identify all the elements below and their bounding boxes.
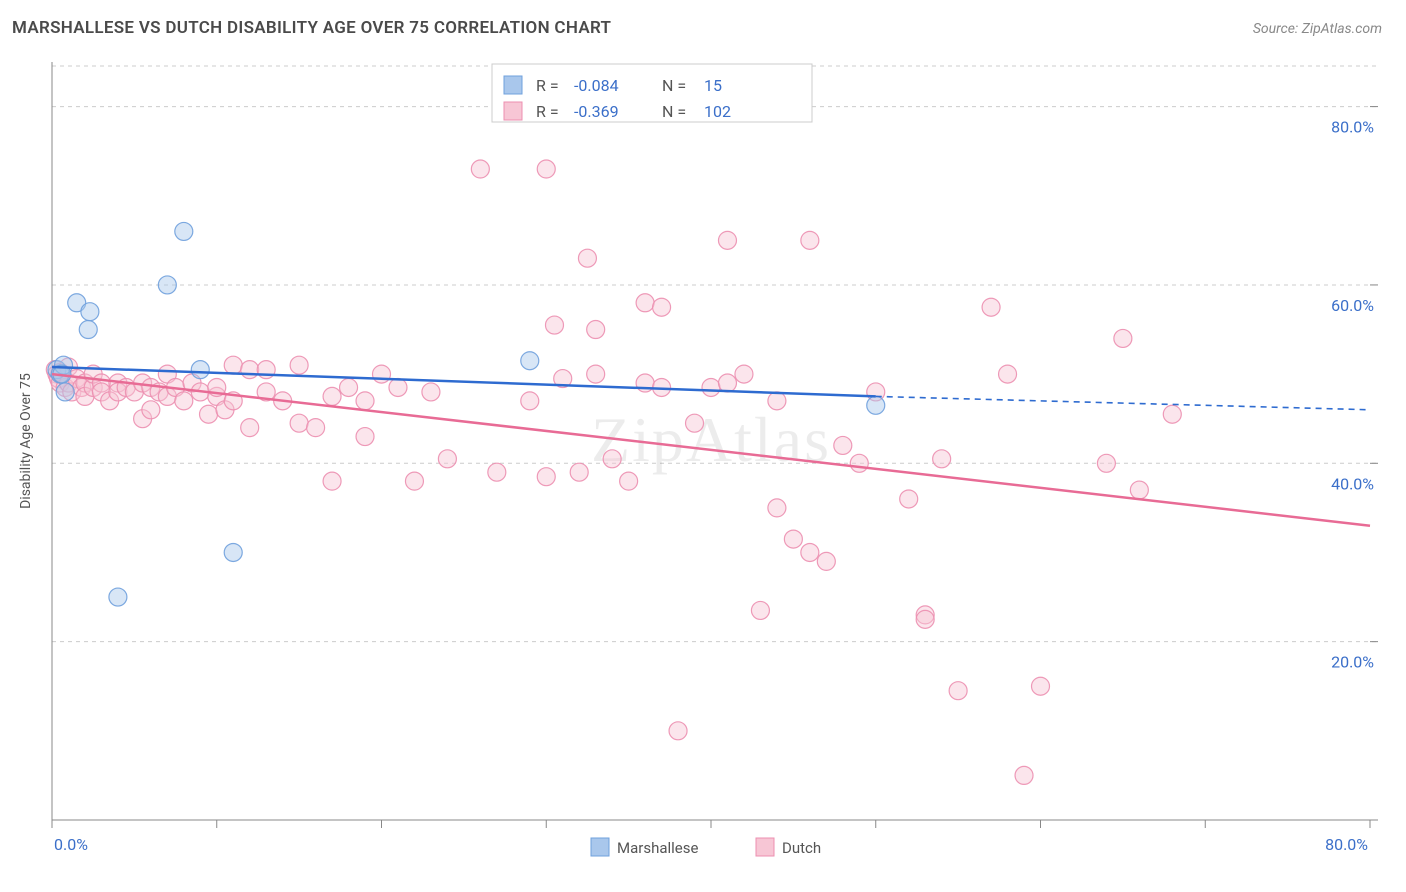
data-point [801,231,819,249]
data-point [323,387,341,405]
data-point [521,352,539,370]
data-point [735,365,753,383]
data-point [949,682,967,700]
data-point [653,298,671,316]
data-point [290,414,308,432]
y-axis-label: Disability Age Over 75 [18,373,34,509]
data-point [900,490,918,508]
data-point [488,463,506,481]
legend-label: Dutch [782,839,821,857]
data-point [200,405,218,423]
data-point [1097,454,1115,472]
legend-swatch [756,838,774,856]
data-point [356,428,374,446]
chart-container: 20.0% 40.0% 60.0% 80.0% 0.0% 80.0% Disability … [12,50,1394,880]
data-point [850,454,868,472]
data-point [224,356,242,374]
data-point [307,419,325,437]
data-point [587,365,605,383]
data-point [1114,329,1132,347]
stat-n-value: 15 [704,76,722,95]
y-tick-label: 60.0% [1331,296,1374,315]
data-point [636,294,654,312]
data-point [175,222,193,240]
data-point [867,396,885,414]
data-point [471,160,489,178]
data-point [982,298,1000,316]
data-point [81,303,99,321]
data-point [438,450,456,468]
stat-r-label: R = [536,102,559,121]
stat-r-label: R = [536,76,559,95]
data-point [158,276,176,294]
data-point [1015,766,1033,784]
y-tick-label: 40.0% [1331,474,1374,493]
regression-extrapolation [876,396,1370,409]
data-point [405,472,423,490]
data-point [702,378,720,396]
legend-swatch [504,102,522,120]
data-point [109,588,127,606]
y-tick-label: 80.0% [1331,118,1374,137]
data-point [340,378,358,396]
data-point [751,601,769,619]
data-point [933,450,951,468]
data-point [224,543,242,561]
data-point [175,392,193,410]
data-point [784,530,802,548]
data-point [142,401,160,419]
data-point [373,365,391,383]
x-tick-label: 0.0% [54,835,88,854]
data-point [999,365,1017,383]
data-point [389,378,407,396]
data-point [1130,481,1148,499]
data-point [241,361,259,379]
data-point [545,316,563,334]
data-point [916,610,934,628]
data-point [669,722,687,740]
data-point [1032,677,1050,695]
data-point [323,472,341,490]
data-point [686,414,704,432]
data-point [603,450,621,468]
data-point [768,392,786,410]
source-attribution: Source: ZipAtlas.com [1253,21,1382,37]
legend-swatch [591,838,609,856]
data-point [290,356,308,374]
stat-r-value: -0.369 [574,102,619,121]
data-point [768,499,786,517]
data-point [834,436,852,454]
x-tick-label: 80.0% [1325,835,1368,854]
data-point [56,383,74,401]
data-point [191,361,209,379]
data-point [570,463,588,481]
stat-n-value: 102 [704,102,731,121]
data-point [620,472,638,490]
data-point [521,392,539,410]
data-point [422,383,440,401]
data-point [718,374,736,392]
stat-r-value: -0.084 [574,76,619,95]
data-point [587,321,605,339]
stat-n-label: N = [662,102,686,121]
chart-title: MARSHALLESE VS DUTCH DISABILITY AGE OVER… [12,18,611,38]
data-point [241,419,259,437]
data-point [578,249,596,267]
data-point [537,468,555,486]
data-point [537,160,555,178]
data-point [801,543,819,561]
data-point [817,552,835,570]
y-tick-label: 20.0% [1331,653,1374,672]
legend-swatch [504,76,522,94]
legend-label: Marshallese [617,839,698,857]
data-point [1163,405,1181,423]
data-point [718,231,736,249]
scatter-chart: 20.0% 40.0% 60.0% 80.0% 0.0% 80.0% Disability … [12,50,1394,880]
data-point [79,321,97,339]
stat-n-label: N = [662,76,686,95]
data-point [356,392,374,410]
